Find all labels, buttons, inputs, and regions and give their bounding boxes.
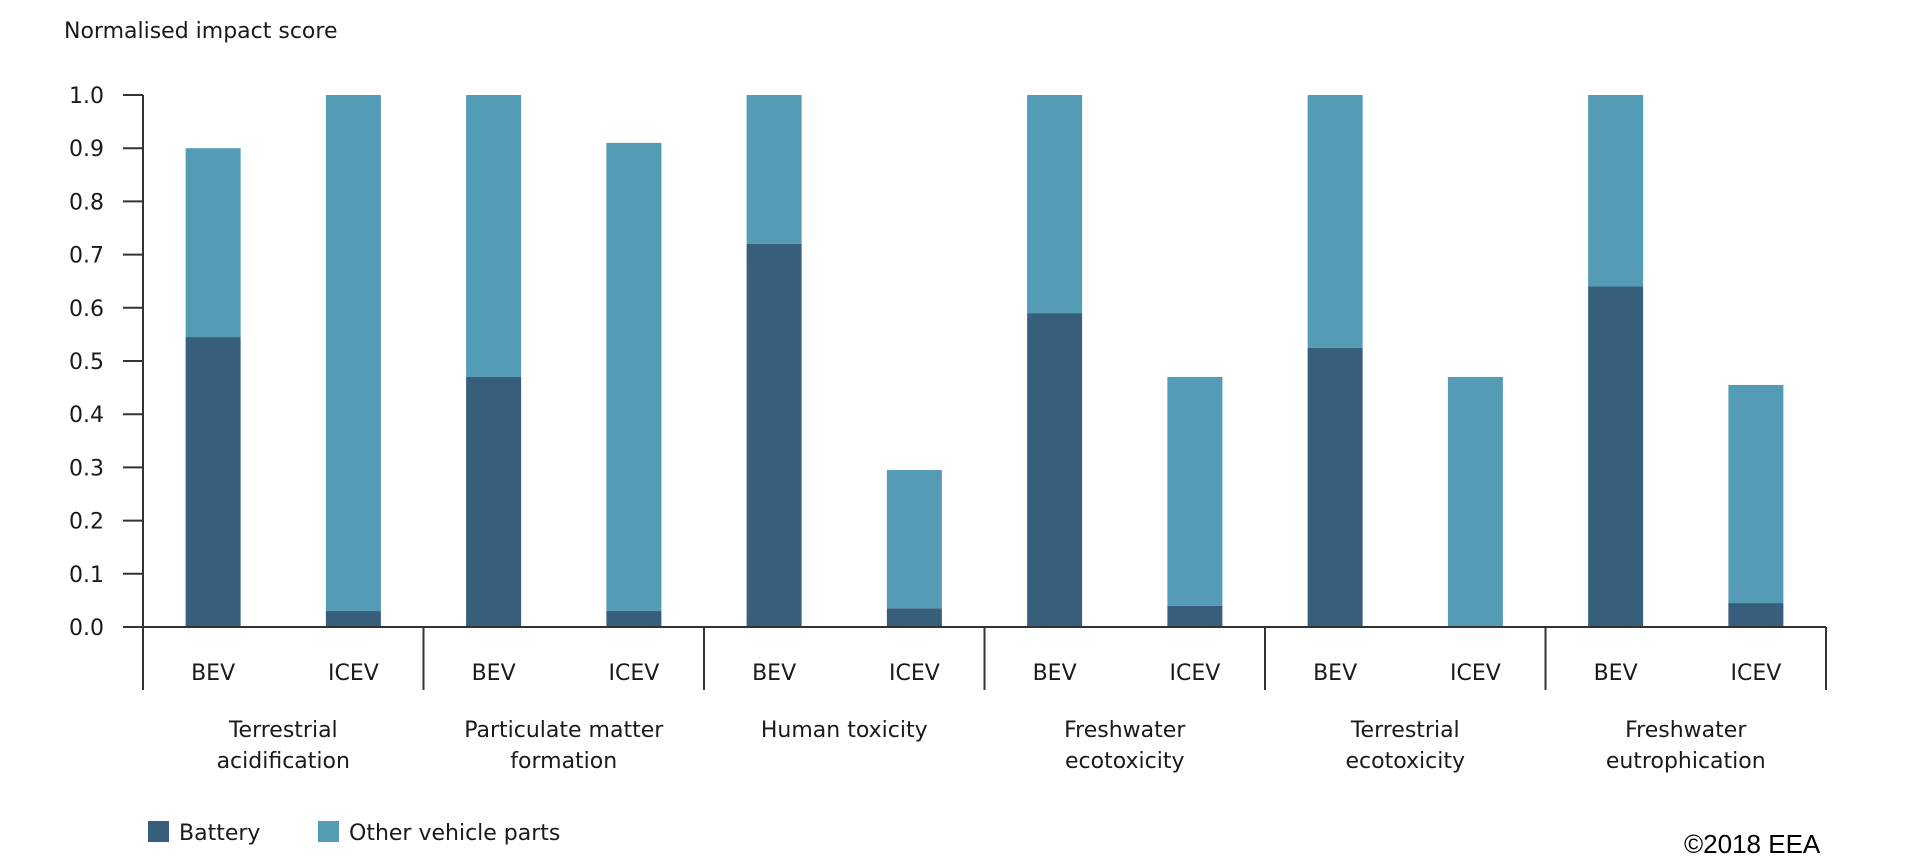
y-tick-label: 0.0 xyxy=(69,616,104,641)
bar-other-vehicle-parts xyxy=(466,95,522,377)
bar-battery xyxy=(1588,286,1644,627)
bar-category-label: BEV xyxy=(1594,661,1638,686)
bar-category-label: ICEV xyxy=(1169,661,1220,686)
bar-other-vehicle-parts xyxy=(1307,95,1363,348)
group-label: Freshwater xyxy=(1625,718,1747,743)
y-tick-label: 0.3 xyxy=(69,456,104,481)
bar-category-label: ICEV xyxy=(608,661,659,686)
bar-battery xyxy=(1307,347,1363,627)
bar-other-vehicle-parts xyxy=(325,95,381,612)
group-label: Terrestrial xyxy=(228,718,338,743)
legend-label: Battery xyxy=(179,821,260,846)
bar-battery xyxy=(746,243,802,627)
bar-category-label: ICEV xyxy=(328,661,379,686)
y-axis-title: Normalised impact score xyxy=(64,19,338,44)
group-label: Freshwater xyxy=(1064,718,1186,743)
legend-swatch xyxy=(318,821,339,842)
group-label: Terrestrial xyxy=(1350,718,1460,743)
y-tick-label: 0.8 xyxy=(69,190,104,215)
bar-battery xyxy=(1027,313,1083,627)
group-label: formation xyxy=(510,749,617,774)
bar-battery xyxy=(325,611,381,627)
group-label: eutrophication xyxy=(1606,749,1766,774)
bar-other-vehicle-parts xyxy=(606,142,662,612)
bar-category-label: BEV xyxy=(752,661,796,686)
bar-category-label: ICEV xyxy=(1730,661,1781,686)
bar-other-vehicle-parts xyxy=(1167,376,1223,606)
copyright-text: ©2018 EEA xyxy=(1684,829,1821,859)
group-label: ecotoxicity xyxy=(1346,749,1466,774)
y-tick-label: 0.7 xyxy=(69,244,104,269)
bar-category-label: BEV xyxy=(472,661,516,686)
bar-other-vehicle-parts xyxy=(886,470,942,609)
y-tick-label: 1.0 xyxy=(69,84,104,109)
bar-battery xyxy=(886,608,942,627)
bar-other-vehicle-parts xyxy=(1728,384,1784,604)
group-label: ecotoxicity xyxy=(1065,749,1185,774)
legend-label: Other vehicle parts xyxy=(349,821,560,846)
legend-swatch xyxy=(148,821,169,842)
y-tick-label: 0.1 xyxy=(69,563,104,588)
bar-category-label: ICEV xyxy=(889,661,940,686)
bar-other-vehicle-parts xyxy=(1027,95,1083,314)
bar-category-label: BEV xyxy=(191,661,235,686)
y-tick-label: 0.9 xyxy=(69,137,104,162)
y-tick-label: 0.2 xyxy=(69,510,104,535)
bar-category-label: ICEV xyxy=(1450,661,1501,686)
bar-other-vehicle-parts xyxy=(746,95,802,244)
bar-battery xyxy=(606,611,662,627)
y-tick-label: 0.4 xyxy=(69,403,104,428)
bar-battery xyxy=(1167,605,1223,627)
group-label: Human toxicity xyxy=(761,718,928,743)
y-tick-label: 0.5 xyxy=(69,350,104,375)
y-tick-label: 0.6 xyxy=(69,297,104,322)
group-label: Particulate matter xyxy=(464,718,664,743)
bar-category-label: BEV xyxy=(1033,661,1077,686)
bar-other-vehicle-parts xyxy=(1588,95,1644,287)
group-label: acidification xyxy=(217,749,350,774)
bar-battery xyxy=(185,337,241,627)
bar-other-vehicle-parts xyxy=(1447,376,1503,627)
bar-other-vehicle-parts xyxy=(185,148,241,338)
bar-battery xyxy=(1728,603,1784,627)
bar-battery xyxy=(466,376,522,627)
bar-category-label: BEV xyxy=(1313,661,1357,686)
